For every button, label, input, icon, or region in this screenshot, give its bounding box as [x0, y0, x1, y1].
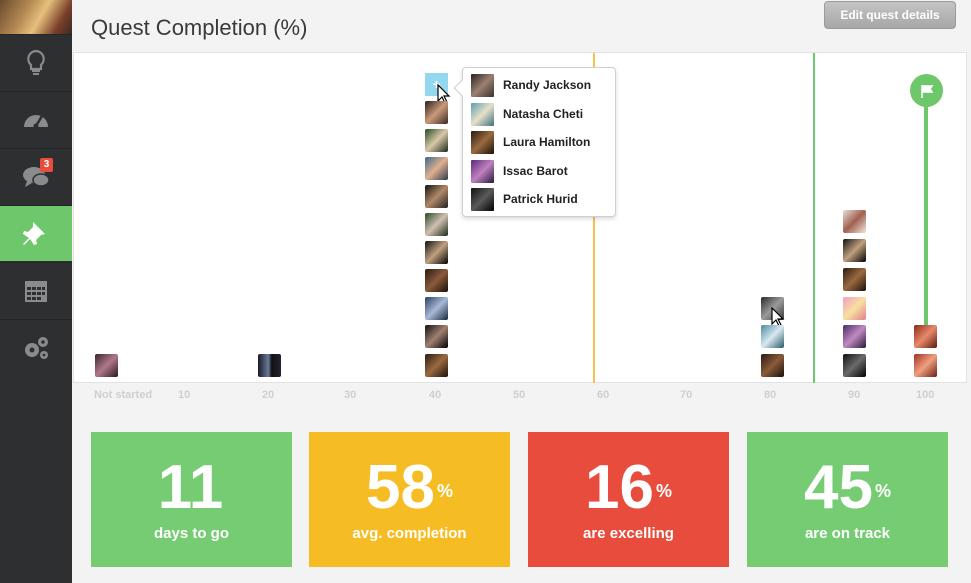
participant-avatar[interactable] [761, 354, 784, 377]
axis-tick-label: 90 [848, 389, 861, 401]
notification-badge: 3 [40, 158, 53, 172]
participant-avatar[interactable] [843, 297, 866, 320]
on-track-line [813, 53, 815, 383]
popover-person[interactable]: Laura Hamilton [471, 130, 590, 154]
stat-value: 16% [585, 453, 672, 522]
sidebar-item-ideas[interactable] [0, 34, 72, 90]
sidebar-item-settings[interactable] [0, 319, 72, 375]
participant-avatar[interactable] [258, 354, 281, 377]
participant-avatar[interactable] [425, 354, 448, 377]
chat-icon [23, 166, 50, 187]
popover-person[interactable]: Randy Jackson [471, 73, 591, 97]
sidebar-item-dashboard[interactable] [0, 91, 72, 147]
person-name: Issac Barot [503, 164, 568, 178]
page-title: Quest Completion (%) [91, 15, 308, 40]
popover-person[interactable]: Issac Barot [471, 159, 568, 183]
stat-label: days to go [153, 525, 229, 542]
person-name: Laura Hamilton [503, 135, 591, 149]
person-photo [471, 73, 494, 97]
sidebar: 3 [0, 0, 72, 583]
person-photo [471, 102, 494, 126]
participant-avatar[interactable] [425, 241, 448, 264]
person-photo [471, 159, 494, 183]
participant-avatar[interactable] [425, 157, 448, 180]
person-photo [471, 187, 494, 211]
stat-value: 45% [804, 453, 891, 522]
dashboard-icon [24, 114, 48, 128]
stat-card-days-to-go: 11 days to go [91, 432, 292, 567]
participant-avatar[interactable] [914, 325, 937, 348]
stat-card-excelling: 16% are excelling [528, 432, 729, 567]
participant-avatar[interactable] [425, 213, 448, 236]
sidebar-item-messages[interactable]: 3 [0, 148, 72, 204]
page-header: Quest Completion (%) Edit quest details [72, 0, 971, 52]
completion-axis: Not started 10 20 30 40 50 60 70 80 90 1… [73, 383, 967, 409]
axis-tick-label: 60 [597, 389, 610, 401]
stat-label: are on track [804, 525, 891, 542]
participant-avatar[interactable] [425, 325, 448, 348]
axis-tick-label: 20 [262, 389, 275, 401]
stat-label: are excelling [583, 525, 674, 542]
average-completion-line [593, 53, 595, 383]
participant-avatar[interactable] [425, 129, 448, 152]
participant-avatar[interactable] [425, 185, 448, 208]
user-avatar[interactable] [0, 0, 72, 34]
mouse-cursor [771, 307, 785, 327]
stat-card-avg-completion: 58% avg. completion [309, 432, 510, 567]
axis-tick-label: 70 [680, 389, 693, 401]
axis-tick-label: 50 [513, 389, 526, 401]
participant-avatar[interactable] [843, 354, 866, 377]
lightbulb-icon [27, 49, 45, 75]
participant-avatar[interactable] [425, 101, 448, 124]
person-name: Patrick Hurid [503, 192, 578, 206]
participant-avatar[interactable] [761, 325, 784, 348]
participant-avatar[interactable] [425, 297, 448, 320]
axis-tick-label: 100 [916, 389, 935, 401]
stat-value: 58% [366, 453, 453, 522]
calendar-icon [25, 280, 47, 302]
participant-avatar[interactable] [843, 210, 866, 233]
axis-tick-label: 10 [178, 389, 191, 401]
person-name: Natasha Cheti [503, 107, 584, 121]
stat-card-on-track: 45% are on track [747, 432, 948, 567]
person-name: Randy Jackson [503, 78, 592, 92]
participant-avatar[interactable] [425, 269, 448, 292]
sidebar-item-calendar[interactable] [0, 262, 72, 318]
axis-tick-label: 30 [344, 389, 357, 401]
person-photo [471, 130, 494, 154]
stat-value: 11 [157, 453, 224, 522]
gears-icon [25, 336, 48, 359]
participant-avatar[interactable] [914, 354, 937, 377]
finish-flag-pole [924, 90, 928, 340]
quest-progress-chart: + Randy Jackson Natasha Cheti Laura Hami… [73, 52, 967, 383]
axis-tick-label: 40 [429, 389, 442, 401]
pin-icon [23, 221, 45, 245]
edit-quest-details-button[interactable]: Edit quest details [824, 1, 956, 29]
stat-label: avg. completion [352, 525, 467, 542]
axis-tick-label: Not started [94, 389, 153, 401]
participants-popover: Randy Jackson Natasha Cheti Laura Hamilt… [453, 67, 616, 217]
finish-flag-icon [910, 74, 943, 107]
participant-avatar[interactable] [843, 268, 866, 291]
participant-avatar[interactable] [843, 239, 866, 262]
axis-tick-label: 80 [764, 389, 777, 401]
participant-avatar[interactable] [95, 354, 118, 377]
popover-arrow [453, 79, 471, 97]
sidebar-item-quests[interactable] [0, 205, 72, 261]
participant-avatar[interactable] [843, 325, 866, 348]
popover-person[interactable]: Natasha Cheti [471, 102, 583, 126]
popover-person[interactable]: Patrick Hurid [471, 187, 578, 211]
